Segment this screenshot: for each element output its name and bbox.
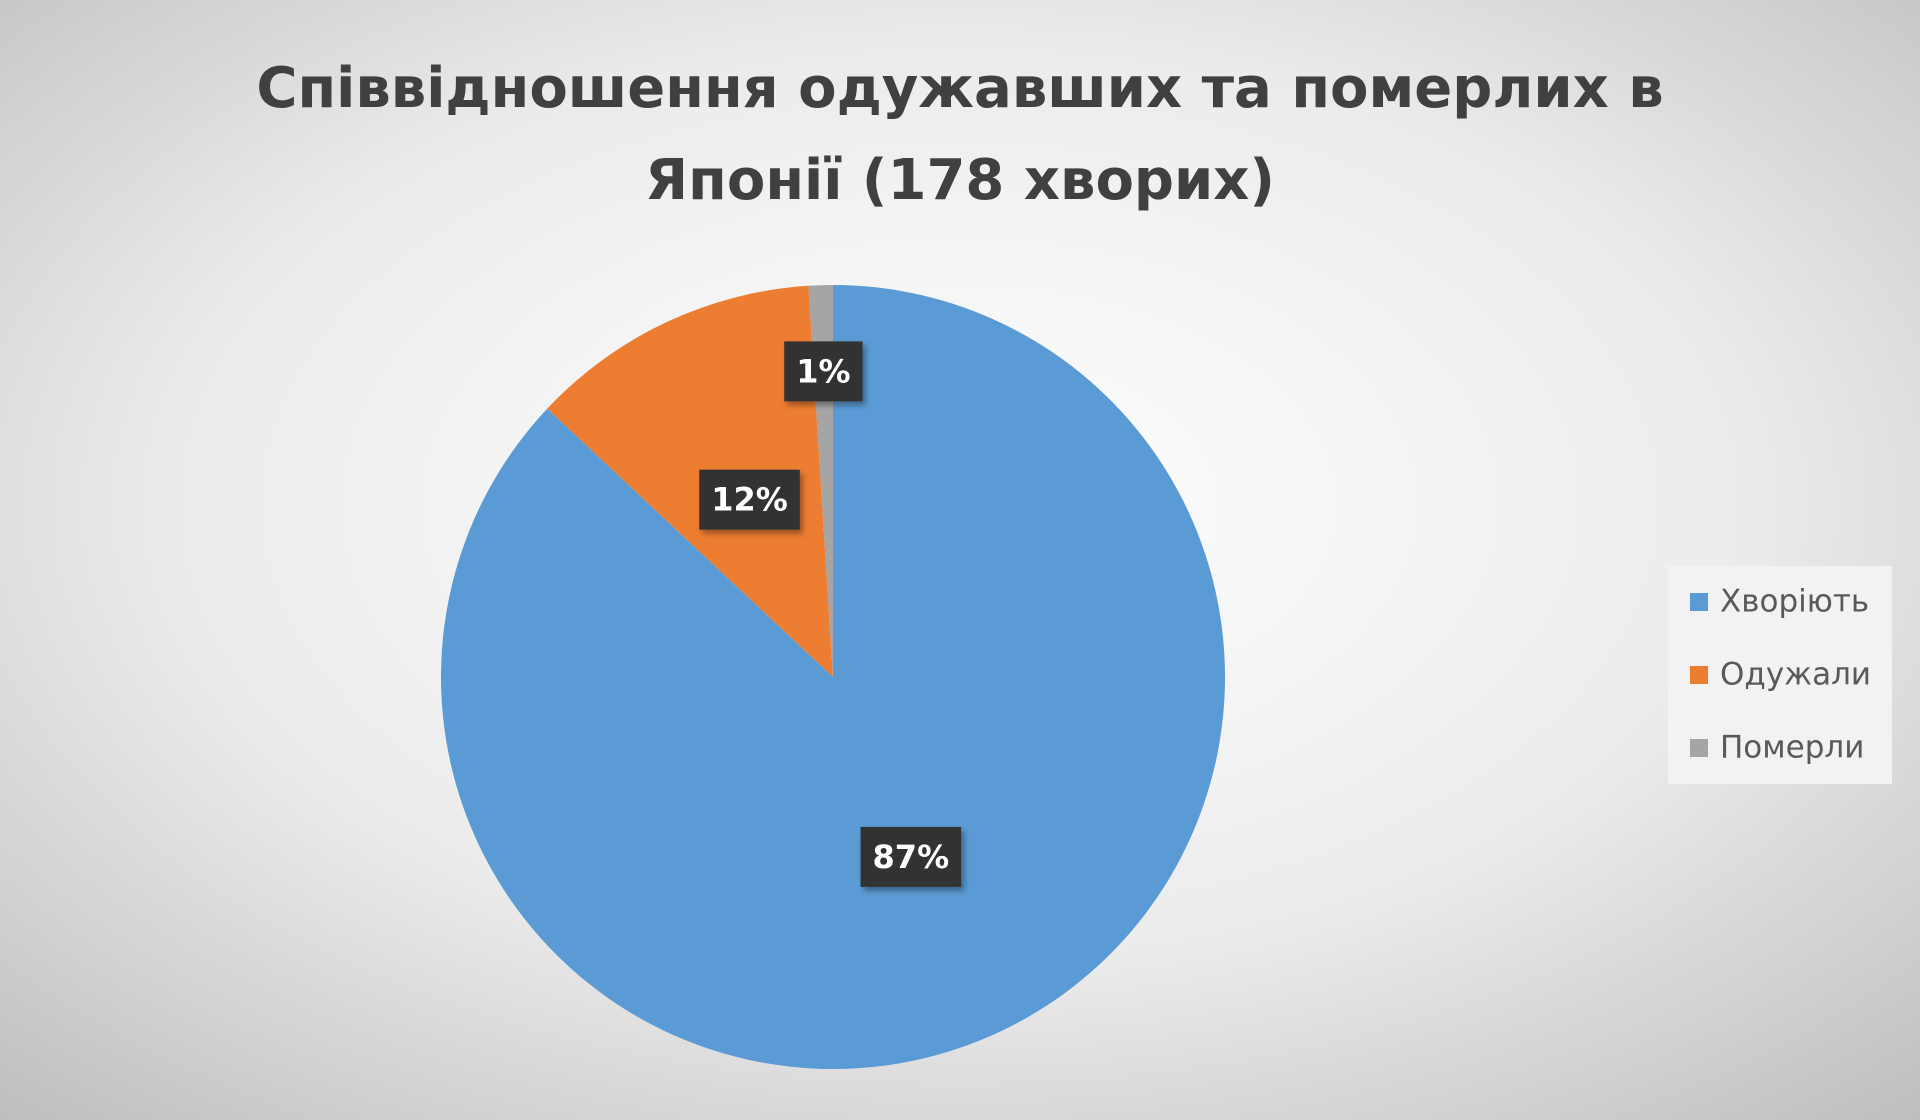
data-label-box: [699, 469, 800, 530]
legend-swatch: [1690, 593, 1708, 611]
legend-label: Померли: [1720, 730, 1864, 766]
data-label: 12%: [711, 481, 788, 519]
legend-swatch: [1690, 739, 1708, 757]
legend-label: Хворіють: [1720, 584, 1869, 620]
chart-title: Японії (178 хворих): [645, 148, 1275, 213]
data-label-box: [860, 826, 962, 887]
chart-title: Співвідношення одужавших та померлих в: [256, 56, 1663, 121]
data-label: 1%: [796, 352, 850, 390]
data-label-box: [784, 341, 863, 402]
data-label: 87%: [873, 838, 950, 876]
legend-label: Одужали: [1720, 657, 1871, 693]
legend-swatch: [1690, 666, 1708, 684]
pie-slice: [547, 285, 833, 677]
